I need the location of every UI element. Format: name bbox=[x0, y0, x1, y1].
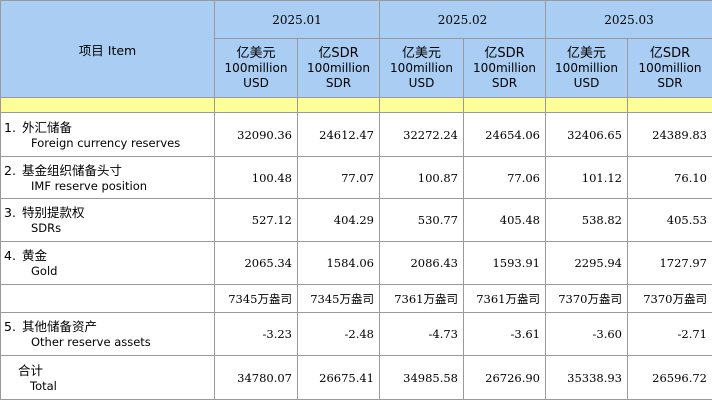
value-cell: 76.10 bbox=[627, 156, 712, 199]
value-cell: 405.53 bbox=[627, 198, 712, 242]
value-cell: 530.77 bbox=[379, 198, 464, 242]
row-label-gold: 4. 黄金 Gold bbox=[0, 241, 215, 285]
table-row-gold-weight: 7345万盎司 7345万盎司 7361万盎司 7361万盎司 7370万盎司 … bbox=[0, 284, 712, 313]
row-label-imf-position: 2. 基金组织储备头寸 IMF reserve position bbox=[0, 156, 215, 199]
value-cell: 405.48 bbox=[463, 198, 546, 242]
value-cell: 32272.24 bbox=[379, 112, 464, 157]
value-cell: 77.06 bbox=[463, 156, 546, 199]
table-row: 2. 基金组织储备头寸 IMF reserve position 100.48 7… bbox=[0, 156, 712, 199]
unit-sdr-header: 亿SDR 100million SDR bbox=[627, 38, 712, 98]
separator-row bbox=[0, 97, 712, 113]
value-cell: -4.73 bbox=[379, 312, 464, 356]
gold-weight-cell: 7345万盎司 bbox=[297, 284, 380, 313]
row-label-total: 合计 Total bbox=[0, 355, 215, 400]
value-cell: 24612.47 bbox=[297, 112, 380, 157]
period-header-3: 2025.03 bbox=[545, 0, 712, 39]
gold-weight-cell: 7345万盎司 bbox=[214, 284, 298, 313]
total-cell: 26675.41 bbox=[297, 355, 380, 400]
gold-weight-cell: 7361万盎司 bbox=[463, 284, 546, 313]
unit-usd-header: 亿美元 100million USD bbox=[545, 38, 628, 98]
total-cell: 35338.93 bbox=[545, 355, 628, 400]
value-cell: -2.48 bbox=[297, 312, 380, 356]
value-cell: -2.71 bbox=[627, 312, 712, 356]
table-row-total: 合计 Total 34780.07 26675.41 34985.58 2672… bbox=[0, 355, 712, 400]
row-label-other-reserves: 5. 其他储备资产 Other reserve assets bbox=[0, 312, 215, 356]
value-cell: 2086.43 bbox=[379, 241, 464, 285]
gold-weight-cell: 7361万盎司 bbox=[379, 284, 464, 313]
gold-weight-cell: 7370万盎司 bbox=[545, 284, 628, 313]
unit-sdr-header: 亿SDR 100million SDR bbox=[297, 38, 380, 98]
value-cell: 77.07 bbox=[297, 156, 380, 199]
row-label-sdrs: 3. 特别提款权 SDRs bbox=[0, 198, 215, 242]
total-cell: 26596.72 bbox=[627, 355, 712, 400]
unit-usd-header: 亿美元 100million USD bbox=[214, 38, 298, 98]
reserves-table: 项目 Item 2025.01 2025.02 2025.03 亿美元 100mi… bbox=[0, 0, 712, 400]
unit-usd-header: 亿美元 100million USD bbox=[379, 38, 464, 98]
gold-weight-cell: 7370万盎司 bbox=[627, 284, 712, 313]
table-row: 1. 外汇储备 Foreign currency reserves 32090.3… bbox=[0, 112, 712, 157]
value-cell: 1727.97 bbox=[627, 241, 712, 285]
value-cell: 2295.94 bbox=[545, 241, 628, 285]
table-row: 4. 黄金 Gold 2065.34 1584.06 2086.43 1593.9… bbox=[0, 241, 712, 285]
value-cell: 32090.36 bbox=[214, 112, 298, 157]
value-cell: 538.82 bbox=[545, 198, 628, 242]
value-cell: 100.87 bbox=[379, 156, 464, 199]
value-cell: -3.60 bbox=[545, 312, 628, 356]
value-cell: 24654.06 bbox=[463, 112, 546, 157]
value-cell: 101.12 bbox=[545, 156, 628, 199]
row-label-foreign-currency: 1. 外汇储备 Foreign currency reserves bbox=[0, 112, 215, 157]
value-cell: -3.61 bbox=[463, 312, 546, 356]
value-cell: 404.29 bbox=[297, 198, 380, 242]
table-row: 5. 其他储备资产 Other reserve assets -3.23 -2.4… bbox=[0, 312, 712, 356]
period-header-2: 2025.02 bbox=[379, 0, 546, 39]
value-cell: 24389.83 bbox=[627, 112, 712, 157]
total-cell: 34985.58 bbox=[379, 355, 464, 400]
value-cell: 527.12 bbox=[214, 198, 298, 242]
value-cell: 100.48 bbox=[214, 156, 298, 199]
item-column-header: 项目 Item bbox=[0, 0, 215, 98]
value-cell: 32406.65 bbox=[545, 112, 628, 157]
period-header-1: 2025.01 bbox=[214, 0, 380, 39]
total-cell: 26726.90 bbox=[463, 355, 546, 400]
value-cell: 1593.91 bbox=[463, 241, 546, 285]
unit-sdr-header: 亿SDR 100million SDR bbox=[463, 38, 546, 98]
value-cell: 2065.34 bbox=[214, 241, 298, 285]
value-cell: 1584.06 bbox=[297, 241, 380, 285]
value-cell: -3.23 bbox=[214, 312, 298, 356]
table-row: 3. 特别提款权 SDRs 527.12 404.29 530.77 405.48… bbox=[0, 198, 712, 242]
total-cell: 34780.07 bbox=[214, 355, 298, 400]
